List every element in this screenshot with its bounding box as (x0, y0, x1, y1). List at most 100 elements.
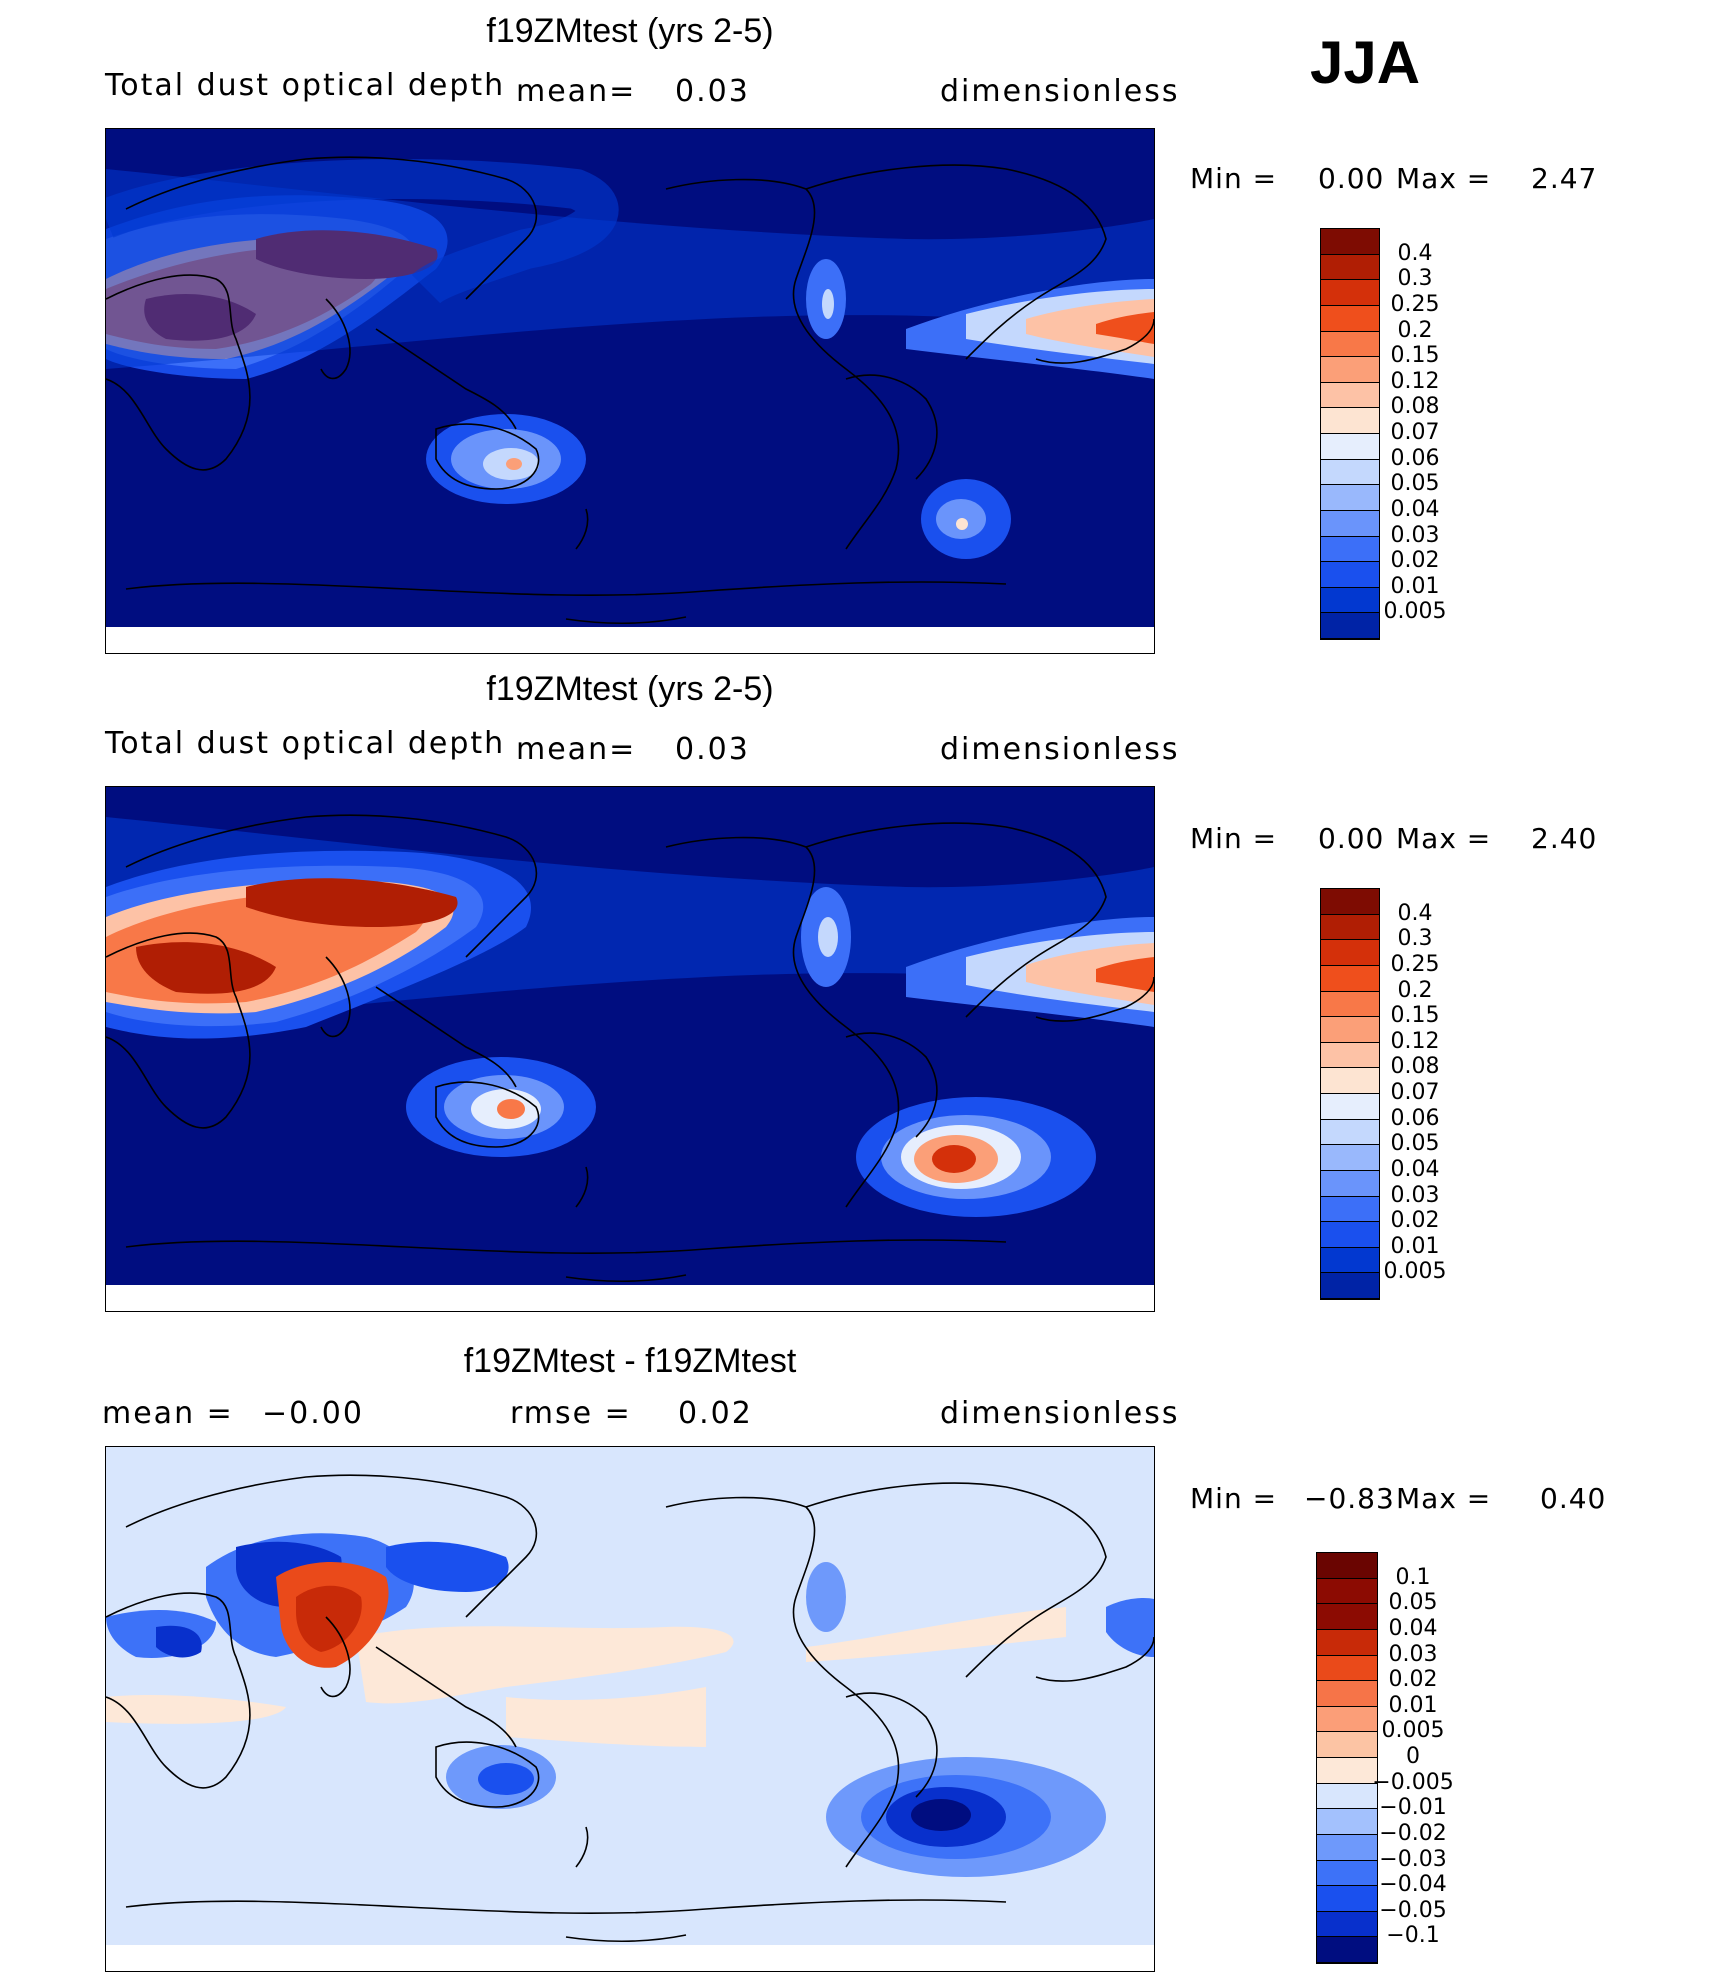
colorbar-swatch (1317, 1911, 1377, 1938)
panel3-map (105, 1446, 1155, 1972)
colorbar-swatch (1317, 1655, 1377, 1682)
colorbar-label: 0.2 (1397, 317, 1433, 343)
colorbar-label: −0.01 (1379, 1795, 1447, 1821)
colorbar-swatch (1321, 1170, 1379, 1197)
panel1-mean-value: 0.03 (675, 74, 750, 109)
colorbar-label: 0.01 (1390, 1233, 1440, 1259)
colorbar-label: 0.04 (1390, 496, 1440, 522)
colorbar-label: 0.25 (1390, 291, 1440, 317)
colorbar-label: 0.01 (1390, 573, 1440, 599)
colorbar-label: 0.2 (1397, 977, 1433, 1003)
panel1-mean-label: mean= (516, 74, 637, 109)
panel3-min-label: Min = (1190, 1482, 1278, 1515)
panel1-min-label: Min = (1190, 162, 1278, 195)
panel1-map (105, 128, 1155, 654)
colorbar-swatch (1317, 1629, 1377, 1656)
colorbar-swatch (1317, 1604, 1377, 1630)
colorbar-label: 0.08 (1390, 394, 1440, 420)
colorbar-swatch (1321, 408, 1379, 434)
colorbar-swatch (1321, 459, 1379, 486)
colorbar-swatch (1321, 485, 1379, 511)
colorbar-swatch (1317, 1732, 1377, 1758)
colorbar-swatch (1317, 1553, 1377, 1579)
panel1-max-value: 2.47 (1531, 162, 1598, 195)
colorbar-label: −0.02 (1379, 1820, 1447, 1846)
colorbar-swatch (1321, 305, 1379, 332)
colorbar-label: 0.01 (1388, 1692, 1438, 1718)
panel2-mean-label: mean= (516, 732, 637, 767)
colorbar-label: 0.02 (1390, 1208, 1440, 1234)
colorbar-swatch (1321, 254, 1379, 281)
panel3-mean-value: −0.00 (262, 1396, 364, 1431)
colorbar-label: 0.03 (1390, 522, 1440, 548)
colorbar-swatch (1317, 1706, 1377, 1733)
colorbar-swatch (1321, 229, 1379, 255)
colorbar-swatch (1317, 1809, 1377, 1835)
colorbar-label: 0.15 (1390, 343, 1440, 369)
colorbar-swatch (1317, 1860, 1377, 1887)
colorbar-swatch (1321, 1119, 1379, 1146)
colorbar-swatch (1321, 1196, 1379, 1223)
panel2-units: dimensionless (940, 732, 1180, 767)
colorbar-swatch (1321, 965, 1379, 992)
panel2-max-label: Max = (1396, 822, 1492, 855)
panel3-max-label: Max = (1396, 1482, 1492, 1515)
colorbar-swatch (1321, 1222, 1379, 1248)
panel1-max-label: Max = (1396, 162, 1492, 195)
colorbar-swatch (1321, 434, 1379, 460)
colorbar-swatch (1321, 914, 1379, 941)
colorbar-swatch (1321, 280, 1379, 306)
colorbar-swatch (1317, 1783, 1377, 1810)
panel2-title: f19ZMtest (yrs 2-5) (486, 670, 774, 708)
colorbar-swatch (1321, 940, 1379, 966)
colorbar-label: 0.12 (1390, 368, 1440, 394)
colorbar-swatch (1321, 510, 1379, 537)
panel2-mean-value: 0.03 (675, 732, 750, 767)
colorbar-swatch (1321, 991, 1379, 1018)
panel2-max-value: 2.40 (1531, 822, 1598, 855)
colorbar-swatch (1317, 1578, 1377, 1605)
colorbar-label: 0.005 (1381, 1718, 1445, 1744)
panel2-map (105, 786, 1155, 1312)
colorbar-label: 0.3 (1397, 926, 1433, 952)
colorbar-swatch (1317, 1886, 1377, 1912)
panel3-min-value: −0.83 (1304, 1482, 1395, 1515)
colorbar-label: 0.25 (1390, 951, 1440, 977)
panel2-min-value: 0.00 (1318, 822, 1385, 855)
panel3-units: dimensionless (940, 1396, 1180, 1431)
colorbar-label: 0.03 (1388, 1641, 1438, 1667)
colorbar-label: 0.07 (1390, 1080, 1440, 1105)
colorbar-label: 0.06 (1390, 1105, 1440, 1131)
colorbar-swatch (1321, 331, 1379, 358)
colorbar-label: 0.12 (1390, 1028, 1440, 1054)
colorbar-swatch (1321, 562, 1379, 588)
colorbar-label: 0.06 (1390, 445, 1440, 471)
colorbar-label: 0.3 (1397, 266, 1433, 292)
season-label: JJA (1310, 29, 1421, 96)
colorbar-swatch (1321, 889, 1379, 915)
panel3-rmse-label: rmse = (510, 1396, 632, 1431)
colorbar-swatch (1321, 1273, 1379, 1299)
colorbar-label: 0.02 (1390, 548, 1440, 574)
colorbar-swatch (1321, 1068, 1379, 1094)
colorbar-swatch (1321, 587, 1379, 614)
colorbar-label: 0.02 (1388, 1667, 1438, 1693)
colorbar-label: 0.04 (1390, 1156, 1440, 1182)
panel1-min-value: 0.00 (1318, 162, 1385, 195)
panel2-min-label: Min = (1190, 822, 1278, 855)
colorbar-swatch (1321, 1042, 1379, 1069)
colorbar-label: 0.03 (1390, 1182, 1440, 1208)
panel2-variable: Total dust optical depth (105, 726, 506, 761)
colorbar-swatch (1321, 1145, 1379, 1171)
colorbar-swatch (1317, 1681, 1377, 1707)
panel3-mean-label: mean = (102, 1396, 234, 1431)
colorbar-swatch (1321, 1017, 1379, 1043)
colorbar-label: 0.05 (1388, 1590, 1438, 1616)
panel1-variable: Total dust optical depth (105, 68, 506, 103)
colorbar-swatch (1321, 1247, 1379, 1274)
colorbar-label: 0.4 (1397, 240, 1433, 266)
colorbar-swatch (1321, 536, 1379, 563)
colorbar-label: 0.05 (1390, 471, 1440, 497)
colorbar-label: 0.005 (1383, 1259, 1447, 1285)
colorbar-label: 0.04 (1388, 1615, 1438, 1641)
